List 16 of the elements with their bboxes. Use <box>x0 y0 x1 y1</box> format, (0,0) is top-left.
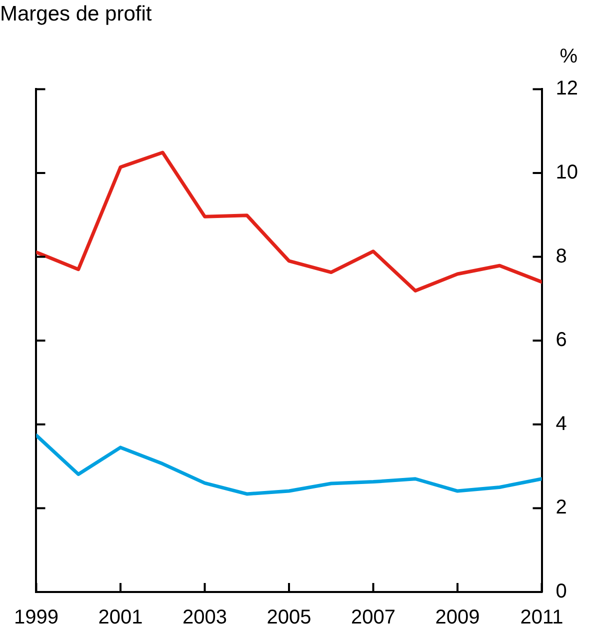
x-tick-label: 2001 <box>98 606 143 629</box>
y-tick-label: 10 <box>556 162 578 184</box>
x-tick-label: 2009 <box>435 606 480 629</box>
y-tick-label: 4 <box>556 412 567 435</box>
x-tick-label: 1999 <box>14 606 58 629</box>
chart-title: Marges de profit <box>0 2 152 26</box>
y-tick-label: 0 <box>556 580 567 603</box>
y-tick-label: 6 <box>556 329 567 352</box>
x-tick-label: 2007 <box>351 606 396 629</box>
y-tick-label: 12 <box>556 78 578 100</box>
y-axis-title: % <box>560 46 578 68</box>
y-tick-label: 2 <box>556 496 567 519</box>
x-tick-label: 2003 <box>182 606 227 629</box>
x-tick-label: 2005 <box>266 606 312 629</box>
x-tick-label: 2011 <box>520 606 564 629</box>
y-tick-label: 8 <box>556 245 567 268</box>
